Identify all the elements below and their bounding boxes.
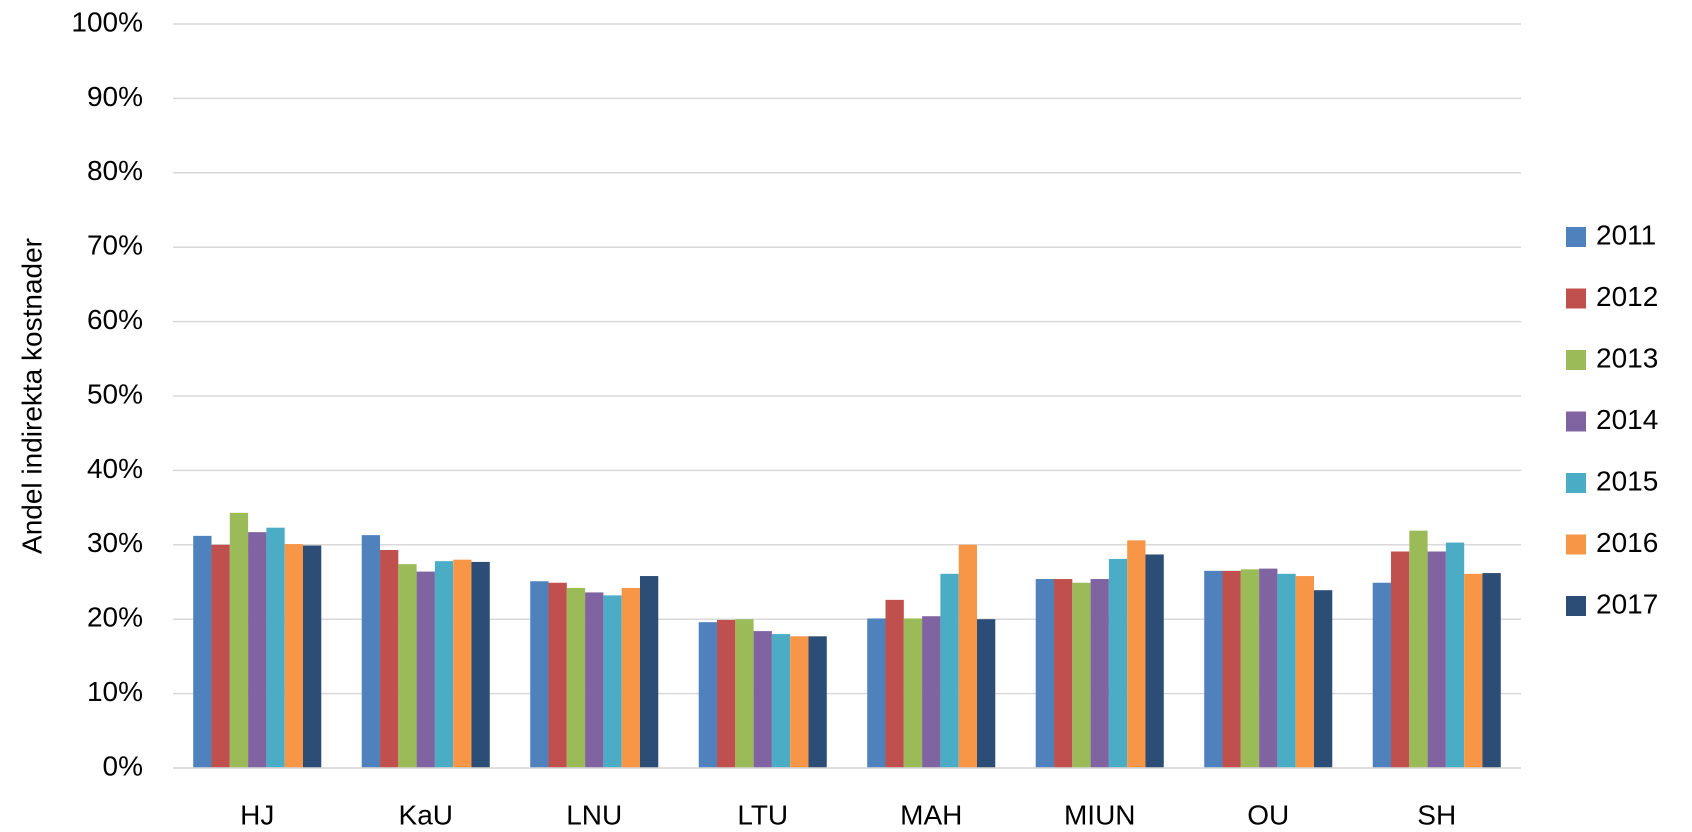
bar xyxy=(603,595,622,768)
bar xyxy=(1482,573,1501,768)
x-tick-label: SH xyxy=(1417,799,1456,830)
bar xyxy=(284,544,303,768)
y-tick-label: 80% xyxy=(87,155,143,186)
legend-label: 2011 xyxy=(1596,219,1656,250)
bar xyxy=(1391,551,1410,768)
legend-swatch xyxy=(1566,411,1586,432)
bar xyxy=(976,619,996,768)
bar xyxy=(471,561,490,768)
bar xyxy=(698,622,718,768)
bar xyxy=(1240,569,1260,768)
bar xyxy=(1427,551,1446,768)
bar xyxy=(530,581,549,768)
legend-swatch xyxy=(1566,473,1586,493)
legend-label: 2014 xyxy=(1596,404,1658,435)
bar xyxy=(1127,540,1146,768)
legend-swatch xyxy=(1566,350,1586,370)
bar xyxy=(1054,579,1073,768)
bar xyxy=(548,582,567,768)
bar xyxy=(361,535,381,768)
bar xyxy=(229,512,249,768)
bar xyxy=(398,564,417,768)
bar xyxy=(266,527,285,768)
legend-swatch xyxy=(1566,534,1586,555)
y-tick-label: 30% xyxy=(87,527,143,558)
bar xyxy=(302,545,322,768)
bar xyxy=(867,618,886,768)
x-tick-label: LNU xyxy=(566,799,622,830)
bar xyxy=(808,636,827,768)
legend-swatch xyxy=(1566,288,1586,309)
bar xyxy=(735,619,754,768)
bar xyxy=(566,587,586,768)
bar xyxy=(885,599,904,768)
bar xyxy=(940,573,959,768)
bar xyxy=(922,616,941,768)
legend-label: 2016 xyxy=(1596,527,1658,558)
bar xyxy=(1259,568,1278,768)
bar xyxy=(771,634,791,768)
bar xyxy=(1445,542,1465,768)
y-tick-label: 0% xyxy=(103,750,143,781)
bar xyxy=(639,576,659,768)
y-tick-label: 10% xyxy=(87,676,143,707)
bar xyxy=(1145,554,1164,768)
bar xyxy=(434,561,454,768)
bar xyxy=(958,544,977,768)
bar xyxy=(1072,582,1091,768)
bar xyxy=(903,618,923,768)
y-tick-label: 40% xyxy=(87,453,143,484)
bar xyxy=(585,592,604,768)
bar xyxy=(1295,576,1314,768)
bar xyxy=(1464,573,1483,768)
y-tick-label: 60% xyxy=(87,304,143,335)
bar xyxy=(416,571,435,768)
x-tick-label: OU xyxy=(1247,799,1289,830)
bar xyxy=(790,636,809,768)
legend-label: 2012 xyxy=(1596,281,1658,312)
bar xyxy=(1222,570,1241,768)
legend-label: 2015 xyxy=(1596,465,1658,496)
x-tick-label: MAH xyxy=(900,799,962,830)
y-tick-label: 90% xyxy=(87,81,143,112)
y-tick-label: 70% xyxy=(87,230,143,261)
y-tick-label: 100% xyxy=(71,6,143,37)
bar xyxy=(1035,579,1055,768)
bar xyxy=(211,544,230,768)
y-tick-label: 50% xyxy=(87,378,143,409)
bar xyxy=(380,550,399,768)
y-axis-title: Andel indirekta kostnader xyxy=(16,238,47,554)
legend-label: 2013 xyxy=(1596,342,1658,373)
bar xyxy=(621,587,640,768)
bar xyxy=(1409,530,1428,768)
bar xyxy=(717,619,736,768)
legend-swatch xyxy=(1566,596,1586,616)
bar xyxy=(248,532,267,768)
bar xyxy=(453,559,472,768)
legend-swatch xyxy=(1566,227,1586,247)
bar xyxy=(1108,558,1128,768)
x-tick-label: KaU xyxy=(399,799,453,830)
y-tick-label: 20% xyxy=(87,602,143,633)
bar xyxy=(1372,582,1392,768)
bar xyxy=(1204,570,1223,768)
x-tick-label: LTU xyxy=(737,799,788,830)
bar xyxy=(1277,573,1296,768)
bar xyxy=(753,631,772,768)
bar xyxy=(1090,579,1109,768)
legend-label: 2017 xyxy=(1596,588,1658,619)
x-tick-label: HJ xyxy=(240,799,274,830)
bar xyxy=(1313,590,1333,768)
x-tick-label: MIUN xyxy=(1064,799,1136,830)
bar xyxy=(193,535,212,768)
